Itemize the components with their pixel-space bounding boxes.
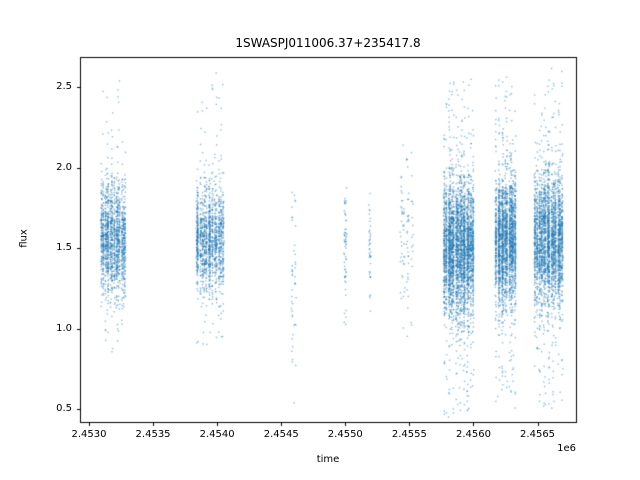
y-tick-label: 1.5 <box>56 242 72 254</box>
x-tick-label: 2.4545 <box>263 429 299 440</box>
x-tick-label: 2.4560 <box>455 429 491 440</box>
x-tick-label: 2.4555 <box>391 429 427 440</box>
x-tick-label: 2.4565 <box>520 429 556 440</box>
y-tick-label: 1.0 <box>56 322 72 334</box>
x-tick-label: 2.4530 <box>71 429 107 440</box>
y-tick-label: 2.5 <box>56 80 72 92</box>
x-tick-label: 2.4550 <box>327 429 363 440</box>
y-tick-label: 0.5 <box>56 403 72 415</box>
chart-title: 1SWASPJ011006.37+235417.8 <box>235 36 421 50</box>
x-tick-label: 2.4535 <box>135 429 171 440</box>
x-axis-offset-label: 1e6 <box>557 443 576 454</box>
y-tick-label: 2.0 <box>56 161 72 173</box>
x-tick-label: 2.4540 <box>199 429 235 440</box>
y-axis-label: flux <box>18 229 30 248</box>
x-axis-label: time <box>316 454 340 465</box>
